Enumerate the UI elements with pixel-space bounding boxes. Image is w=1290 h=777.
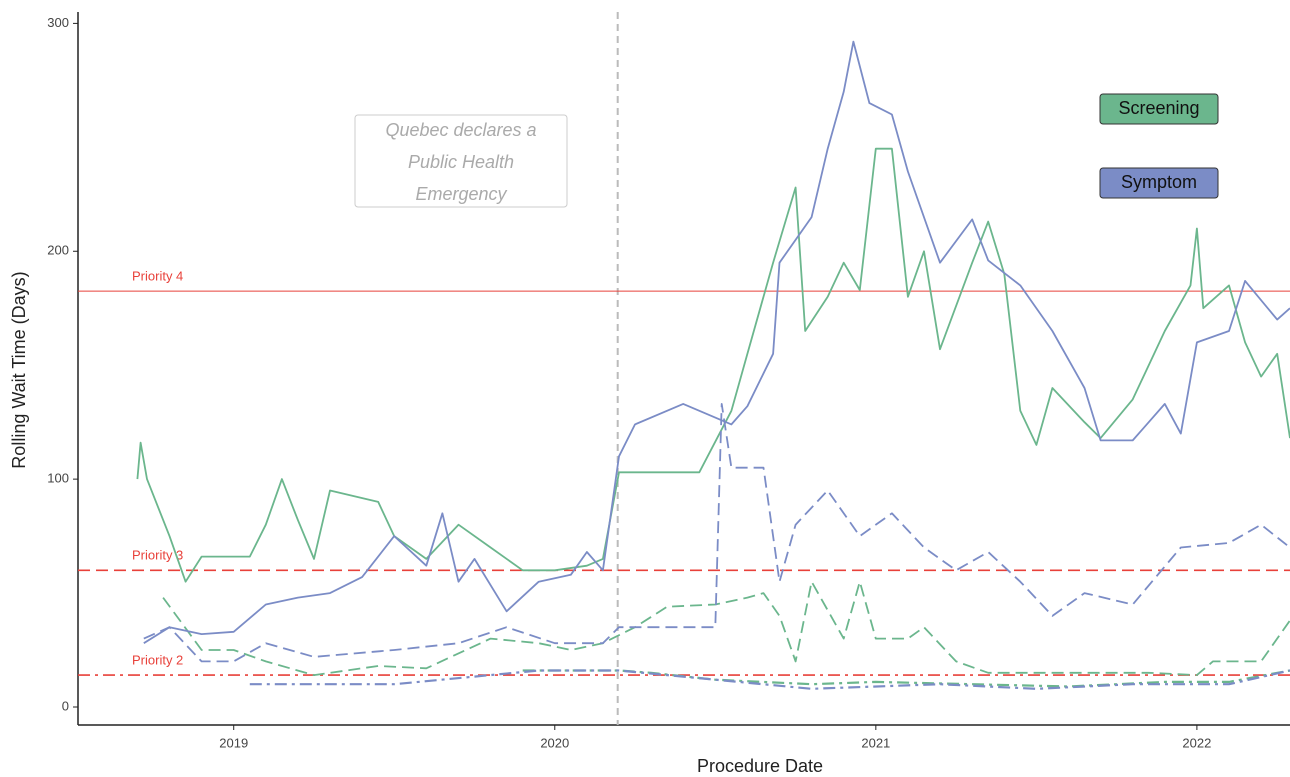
x-tick-label: 2020 — [540, 735, 569, 750]
reference-label: Priority 4 — [132, 269, 183, 284]
y-tick-label: 0 — [62, 698, 69, 713]
reference-label: Priority 2 — [132, 653, 183, 668]
y-tick-label: 100 — [47, 471, 69, 486]
annotation-text: Quebec declares a — [385, 120, 536, 140]
annotation-box — [354, 114, 568, 208]
y-tick-label: 300 — [47, 15, 69, 30]
series-line — [162, 580, 1290, 676]
annotation-text: Public Health — [408, 152, 514, 172]
y-axis-title: Rolling Wait Time (Days) — [9, 271, 29, 468]
x-tick-label: 2021 — [861, 735, 890, 750]
series-line — [143, 403, 1290, 663]
x-axis-title: Procedure Date — [697, 756, 823, 776]
y-tick-label: 200 — [47, 243, 69, 258]
legend-key — [1099, 167, 1219, 199]
legend-label: Symptom — [1121, 172, 1197, 192]
legend-label: Screening — [1118, 98, 1199, 118]
legend-key — [1099, 93, 1219, 125]
annotation-text: Emergency — [415, 184, 507, 204]
series-line — [136, 147, 1290, 583]
x-tick-label: 2022 — [1182, 735, 1211, 750]
x-tick-label: 2019 — [219, 735, 248, 750]
series-line — [143, 40, 1290, 644]
reference-label: Priority 3 — [132, 548, 183, 563]
